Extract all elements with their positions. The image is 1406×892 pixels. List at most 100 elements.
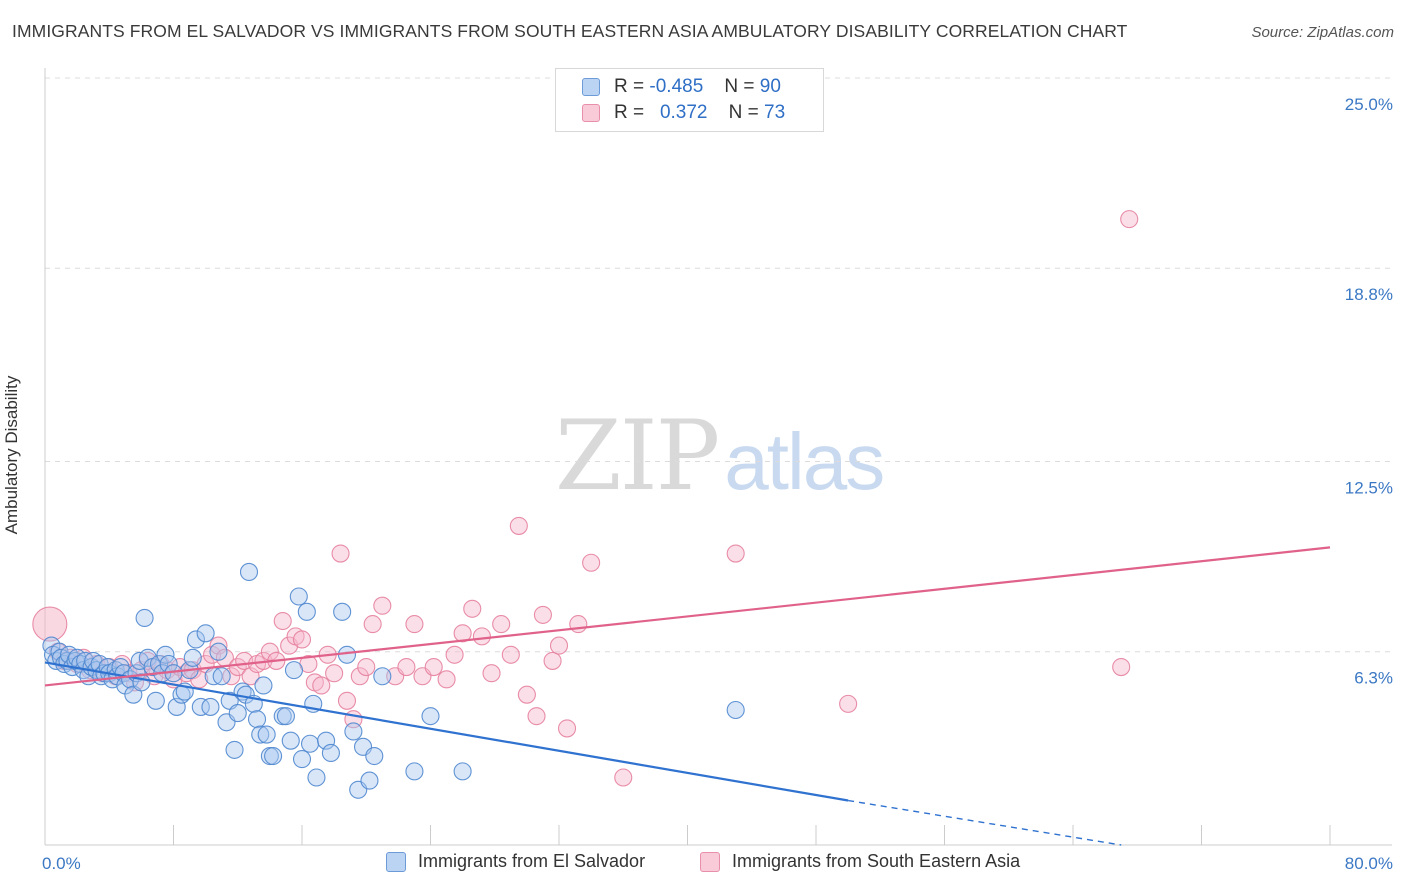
- x-tick-label: 0.0%: [42, 854, 81, 873]
- el-salvador-point: [297, 602, 316, 621]
- south-eastern-asia-point: [501, 645, 520, 664]
- el-salvador-point: [344, 722, 363, 741]
- correlation-legend: R = -0.485 N = 90 R = 0.372 N = 73: [555, 68, 824, 132]
- south-eastern-asia-point: [437, 670, 456, 689]
- south-eastern-asia-point: [509, 516, 528, 535]
- south-eastern-asia-point: [533, 605, 552, 624]
- el-salvador-point: [251, 725, 270, 744]
- south-eastern-asia-point: [517, 685, 536, 704]
- el-salvador-point: [453, 762, 472, 781]
- legend-n-label: N =: [724, 76, 755, 97]
- y-tick-label: 25.0%: [1345, 95, 1393, 114]
- south-eastern-asia-point: [350, 667, 369, 686]
- legend-n-value: 73: [764, 102, 786, 123]
- south-eastern-asia-point: [292, 630, 312, 649]
- legend-swatch-blue: [582, 78, 600, 96]
- el-salvador-point: [264, 746, 283, 766]
- x-tick-label: 80.0%: [1345, 854, 1393, 873]
- south-eastern-asia-point: [543, 651, 562, 670]
- south-eastern-asia-point: [312, 676, 331, 695]
- el-salvador-point: [209, 642, 228, 661]
- legend-label-south-eastern-asia: Immigrants from South Eastern Asia: [732, 851, 1021, 871]
- south-eastern-asia-point: [222, 667, 241, 686]
- legend-row-south-eastern-asia: R = 0.372 N = 73: [582, 101, 785, 125]
- axis-layer: [44, 68, 1392, 846]
- trend-lines: [44, 546, 1331, 846]
- el-salvador-point: [276, 707, 295, 726]
- el-salvador-point: [135, 608, 154, 628]
- el-salvador-point: [337, 645, 357, 664]
- south-eastern-asia-point: [614, 768, 633, 787]
- south-eastern-asia-point: [445, 645, 464, 664]
- south-eastern-asia-point: [839, 694, 858, 713]
- south-eastern-asia-point: [337, 691, 357, 710]
- south-eastern-asia-point: [482, 664, 501, 683]
- el-salvador-point: [360, 771, 379, 790]
- el-salvador-point: [254, 676, 273, 695]
- legend-n-value: 90: [759, 76, 781, 97]
- el-salvador-point: [196, 624, 215, 643]
- el-salvador-point: [373, 667, 392, 686]
- el-salvador-point: [247, 710, 267, 729]
- el-salvador-point: [292, 750, 312, 769]
- el-salvador-point: [225, 740, 244, 759]
- legend-n-label: N =: [728, 102, 759, 123]
- south-eastern-asia-point: [331, 544, 350, 563]
- el-salvador-point: [307, 768, 326, 787]
- el-salvador-point: [257, 725, 276, 744]
- y-tick-label: 12.5%: [1345, 479, 1393, 498]
- el-salvador-trend-extension: [848, 799, 1122, 846]
- legend-item-south-eastern-asia: Immigrants from South Eastern Asia: [700, 851, 1020, 872]
- y-tick-label: 6.3%: [1354, 669, 1393, 688]
- south-eastern-asia-point: [325, 664, 344, 683]
- el-salvador-point: [191, 697, 210, 716]
- legend-label-el-salvador: Immigrants from El Salvador: [418, 851, 646, 871]
- el-salvador-point: [228, 704, 247, 723]
- el-salvador-point: [186, 630, 206, 649]
- south-eastern-asia-point: [397, 658, 416, 677]
- south-eastern-asia-point: [492, 615, 511, 634]
- south-eastern-asia-point: [582, 553, 601, 572]
- south-eastern-asia-point: [1112, 658, 1131, 677]
- south-eastern-asia-point: [549, 636, 569, 655]
- south-eastern-asia-point: [557, 719, 577, 738]
- el-salvador-point: [212, 667, 231, 686]
- el-salvador-point: [284, 661, 304, 680]
- legend-r-label: R =: [614, 102, 645, 123]
- legend-item-el-salvador: Immigrants from El Salvador: [386, 851, 645, 872]
- y-axis-label: Ambulatory Disability: [2, 375, 21, 535]
- legend-swatch-south-eastern-asia: [700, 851, 720, 872]
- el-salvador-point: [138, 648, 157, 667]
- south-eastern-asia-point: [1120, 210, 1139, 229]
- south-eastern-asia-point: [273, 611, 292, 631]
- south-eastern-asia-point: [424, 658, 443, 677]
- el-salvador-point: [289, 587, 308, 606]
- el-salvador-point: [183, 648, 202, 667]
- south-eastern-asia-point: [190, 670, 209, 689]
- el-salvador-point: [405, 762, 424, 781]
- el-salvador-trend-line: [44, 661, 849, 802]
- south-eastern-asia-point: [453, 624, 472, 643]
- el-salvador-point: [365, 746, 384, 766]
- legend-r-value: -0.485: [649, 76, 704, 97]
- el-salvador-point: [201, 697, 220, 716]
- legend-r-label: R =: [614, 76, 645, 97]
- south-eastern-asia-point: [357, 658, 376, 677]
- south-eastern-asia-point: [472, 627, 491, 646]
- legend-r-value: 0.372: [659, 102, 708, 123]
- series-legend: Immigrants from El Salvador Immigrants f…: [0, 851, 1406, 877]
- el-salvador-point: [333, 602, 352, 621]
- source-credit: Source: ZipAtlas.com: [1251, 24, 1394, 41]
- tick-labels: 6.3% 12.5% 18.8% 25.0% 0.0% 80.0%: [42, 95, 1393, 873]
- south-eastern-asia-point: [726, 544, 745, 563]
- chart-title: IMMIGRANTS FROM EL SALVADOR VS IMMIGRANT…: [12, 21, 1128, 41]
- legend-row-el-salvador: R = -0.485 N = 90: [582, 75, 781, 99]
- y-tick-label: 18.8%: [1345, 285, 1393, 304]
- legend-swatch-el-salvador: [386, 851, 406, 872]
- el-salvador-point: [146, 691, 165, 710]
- south-eastern-asia-point: [32, 606, 68, 642]
- el-salvador-point: [281, 731, 300, 750]
- south-eastern-asia-point: [463, 599, 482, 618]
- south-eastern-asia-point: [527, 707, 546, 726]
